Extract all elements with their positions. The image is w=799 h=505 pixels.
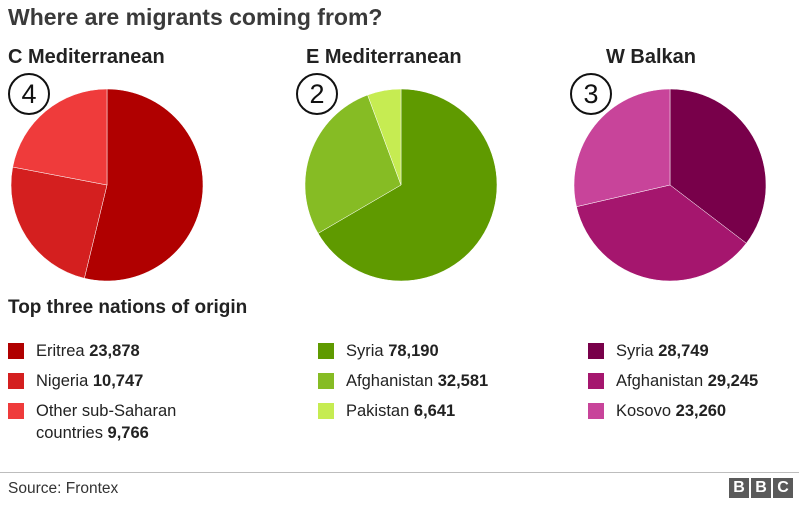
- pie-slice-afghanistan: [304, 94, 402, 234]
- pie-svg-w-balkan: [573, 88, 767, 282]
- legend-swatch: [588, 373, 604, 389]
- legend-item: Syria 28,749: [588, 340, 758, 362]
- pie-slice-other-sub-saharan-countries: [12, 88, 108, 186]
- legend-swatch: [588, 343, 604, 359]
- legend-swatch: [8, 343, 24, 359]
- source-note: Source: Frontex: [8, 480, 119, 497]
- region-title-c-mediterranean: C Mediterranean: [8, 46, 165, 68]
- legend-label: Syria: [616, 342, 654, 360]
- legend-w-balkan: Syria 28,749 Afghanistan 29,245 Kosovo 23,…: [588, 340, 758, 430]
- legend-label: Syria: [346, 342, 384, 360]
- legend-label: Kosovo: [616, 402, 672, 420]
- legend-value: 32,581: [437, 372, 489, 390]
- bbc-logo-letter: B: [729, 478, 749, 498]
- legend-swatch: [318, 343, 334, 359]
- legend-value: 28,749: [658, 342, 709, 360]
- region-number-badge: 3: [570, 73, 612, 115]
- legend-value: 10,747: [92, 372, 144, 390]
- pie-chart-c-mediterranean: [10, 88, 204, 282]
- legend-label: Afghanistan: [346, 372, 434, 390]
- legend-label: Pakistan: [346, 402, 410, 420]
- legend-swatch: [8, 373, 24, 389]
- chart-title: Where are migrants coming from?: [8, 4, 383, 30]
- pie-slice-nigeria: [10, 166, 108, 279]
- pie-svg-c-mediterranean: [10, 88, 204, 282]
- legend-value: 9,766: [107, 424, 149, 442]
- legend-value: 23,878: [89, 342, 140, 360]
- legend-item: Other sub-Saharan countries 9,766: [8, 400, 176, 444]
- pie-slice-eritrea: [84, 88, 204, 282]
- legend-heading: Top three nations of origin: [8, 297, 248, 318]
- legend-item: Nigeria 10,747: [8, 370, 176, 392]
- region-title-e-mediterranean: E Mediterranean: [306, 46, 462, 68]
- pie-svg-e-mediterranean: [304, 88, 498, 282]
- pie-slice-syria: [317, 88, 498, 282]
- legend-label: Nigeria: [36, 372, 89, 390]
- bbc-logo-letter: C: [773, 478, 793, 498]
- pie-chart-w-balkan: [573, 88, 767, 282]
- legend-value: 78,190: [388, 342, 439, 360]
- legend-value: 6,641: [413, 402, 456, 420]
- legend-swatch: [318, 403, 334, 419]
- legend-value: 29,245: [707, 372, 759, 390]
- region-title-w-balkan: W Balkan: [606, 46, 697, 68]
- footer-divider: [0, 472, 799, 473]
- region-number-badge: 2: [296, 73, 338, 115]
- legend-item: Pakistan 6,641: [318, 400, 488, 422]
- legend-item: Kosovo 23,260: [588, 400, 758, 422]
- legend-label: Other sub-Saharan: [36, 402, 177, 420]
- legend-e-mediterranean: Syria 78,190 Afghanistan 32,581 Pakistan 6…: [318, 340, 488, 430]
- pie-slice-pakistan: [367, 88, 402, 186]
- legend-label: countries: [36, 424, 103, 442]
- pie-slice-kosovo: [573, 88, 671, 207]
- pie-slice-afghanistan: [576, 184, 747, 282]
- legend-swatch: [8, 403, 24, 419]
- legend-c-mediterranean: Eritrea 23,878 Nigeria 10,747 Other sub-Sa…: [8, 340, 176, 452]
- legend-label: Eritrea: [36, 342, 85, 360]
- legend-item: Afghanistan 32,581: [318, 370, 488, 392]
- legend-swatch: [318, 373, 334, 389]
- pie-slice-syria: [669, 88, 767, 244]
- pie-chart-e-mediterranean: [304, 88, 498, 282]
- bbc-logo: B B C: [729, 478, 793, 498]
- legend-swatch: [588, 403, 604, 419]
- legend-item: Syria 78,190: [318, 340, 488, 362]
- legend-item: Eritrea 23,878: [8, 340, 176, 362]
- region-number-badge: 4: [8, 73, 50, 115]
- legend-label: Afghanistan: [616, 372, 704, 390]
- legend-value: 23,260: [675, 402, 727, 420]
- bbc-logo-letter: B: [751, 478, 771, 498]
- legend-item: Afghanistan 29,245: [588, 370, 758, 392]
